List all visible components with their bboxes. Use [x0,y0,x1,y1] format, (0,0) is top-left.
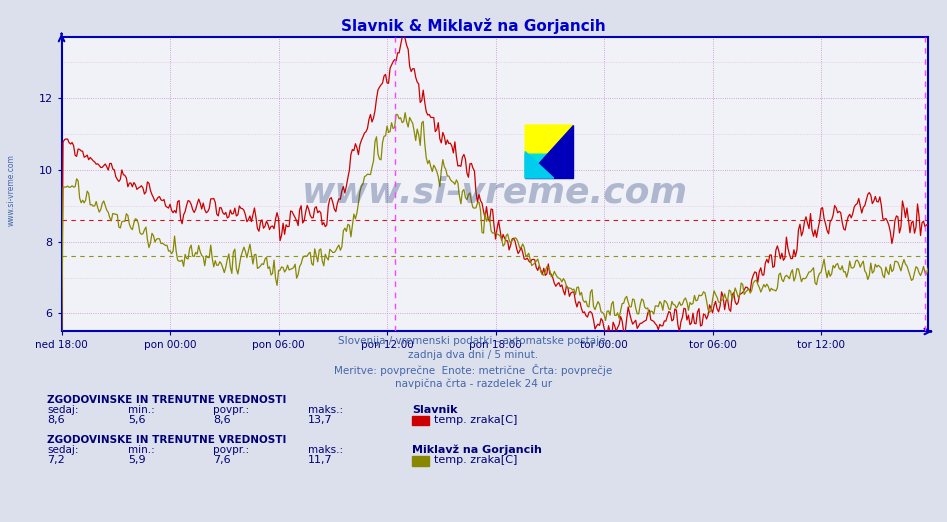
Text: sedaj:: sedaj: [47,445,79,455]
Text: 5,9: 5,9 [128,455,146,465]
Text: temp. zraka[C]: temp. zraka[C] [434,455,517,465]
Text: Slavnik & Miklavž na Gorjancih: Slavnik & Miklavž na Gorjancih [341,18,606,34]
Text: povpr.:: povpr.: [213,406,249,416]
Text: navpična črta - razdelek 24 ur: navpična črta - razdelek 24 ur [395,378,552,389]
Text: ZGODOVINSKE IN TRENUTNE VREDNOSTI: ZGODOVINSKE IN TRENUTNE VREDNOSTI [47,435,287,445]
Text: Slavnik: Slavnik [412,406,457,416]
Polygon shape [526,125,573,178]
Text: maks.:: maks.: [308,445,343,455]
Text: zadnja dva dni / 5 minut.: zadnja dva dni / 5 minut. [408,350,539,360]
Text: temp. zraka[C]: temp. zraka[C] [434,415,517,425]
Text: Miklavž na Gorjancih: Miklavž na Gorjancih [412,445,542,455]
Text: 8,6: 8,6 [213,415,231,425]
Polygon shape [526,151,554,178]
Polygon shape [526,125,573,178]
Text: 11,7: 11,7 [308,455,332,465]
Text: Meritve: povprečne  Enote: metrične  Črta: povprečje: Meritve: povprečne Enote: metrične Črta:… [334,364,613,376]
Text: Slovenija / vremenski podatki - avtomatske postaje.: Slovenija / vremenski podatki - avtomats… [338,336,609,346]
Text: 13,7: 13,7 [308,415,332,425]
Text: ZGODOVINSKE IN TRENUTNE VREDNOSTI: ZGODOVINSKE IN TRENUTNE VREDNOSTI [47,395,287,405]
Text: povpr.:: povpr.: [213,445,249,455]
Text: 8,6: 8,6 [47,415,65,425]
Text: www.si-vreme.com: www.si-vreme.com [7,155,16,227]
Text: maks.:: maks.: [308,406,343,416]
Text: www.si-vreme.com: www.si-vreme.com [302,176,688,210]
Polygon shape [526,154,551,178]
Text: sedaj:: sedaj: [47,406,79,416]
Text: 7,2: 7,2 [47,455,65,465]
Text: min.:: min.: [128,406,154,416]
Text: 7,6: 7,6 [213,455,231,465]
Text: min.:: min.: [128,445,154,455]
Text: 5,6: 5,6 [128,415,145,425]
